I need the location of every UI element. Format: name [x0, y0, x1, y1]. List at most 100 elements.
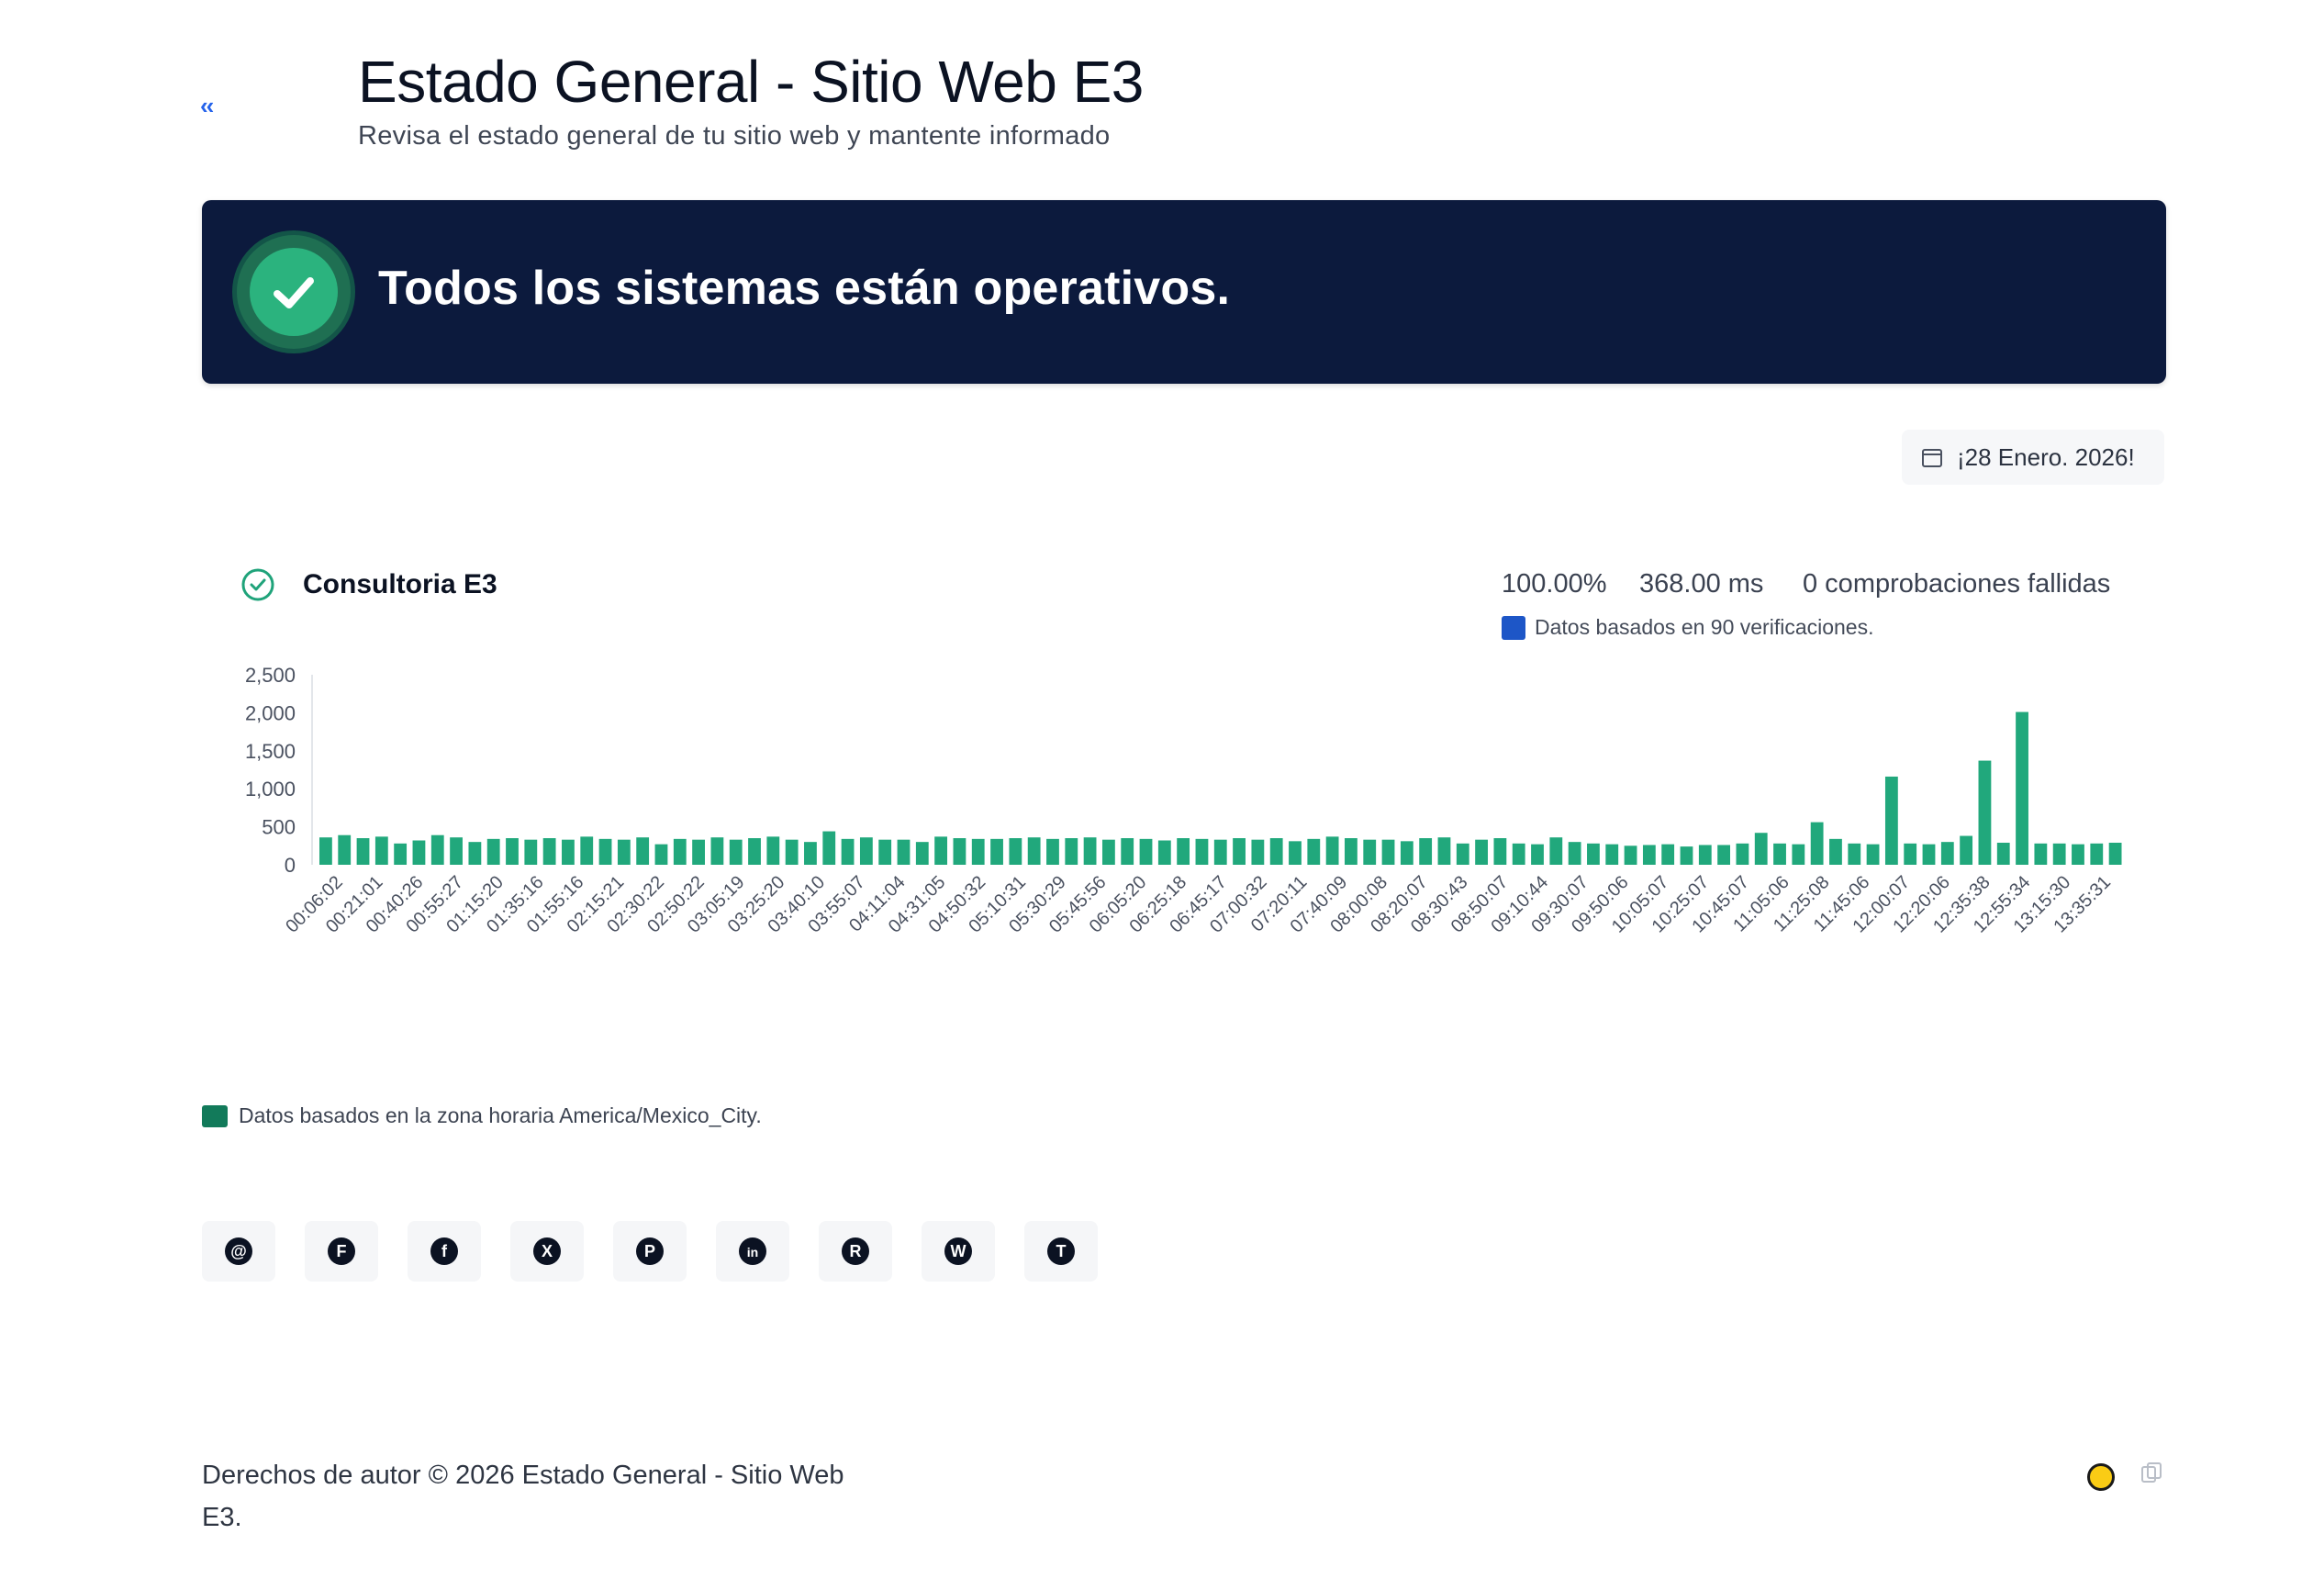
reddit-icon: R	[842, 1237, 869, 1265]
chart-bar	[1046, 838, 1059, 865]
chart-bar	[2034, 843, 2048, 865]
footer-copyright: Derechos de autor © 2026 Estado General …	[202, 1461, 844, 1532]
chart-bar	[1996, 842, 2010, 865]
facebook-icon: f	[430, 1237, 458, 1265]
chart-bar	[524, 839, 538, 865]
chart-bar	[1157, 840, 1171, 865]
chart-bar	[1325, 836, 1339, 865]
response-time-chart: 2,5002,0001,5001,000500000:06:0200:21:01…	[245, 664, 2122, 937]
chart-bar	[1475, 839, 1488, 865]
share-button[interactable]: F	[305, 1221, 378, 1282]
checks-note-text: Datos basados en 90 verificaciones.	[1535, 615, 1874, 639]
chart-bar	[1792, 844, 1805, 865]
share-button[interactable]: R	[819, 1221, 892, 1282]
chart-bar	[598, 838, 612, 865]
threads-icon: @	[225, 1237, 252, 1265]
chart-bar	[2052, 843, 2066, 865]
y-tick-label: 2,000	[245, 701, 296, 724]
chart-bar	[1400, 841, 1413, 865]
chart-bar	[1493, 838, 1507, 865]
copy-icon[interactable]	[2139, 1460, 2166, 1487]
chart-bar	[1642, 845, 1656, 865]
uptime-value: 100.00%	[1502, 569, 1607, 599]
page-title: Estado General - Sitio Web E3	[358, 49, 1144, 115]
svg-text:W: W	[951, 1242, 966, 1260]
chart-bar	[319, 837, 332, 865]
svg-text:F: F	[337, 1242, 347, 1260]
back-link[interactable]: ‹‹	[200, 92, 214, 120]
chart-bar	[2016, 711, 2028, 865]
status-message: Todos los sistemas están operativos.	[378, 262, 1231, 315]
chart-bar	[766, 836, 780, 865]
share-button[interactable]: T	[1024, 1221, 1098, 1282]
checks-note: Datos basados en 90 verificaciones.	[1502, 615, 1874, 640]
chevron-left-icon: ‹‹	[200, 92, 214, 119]
linkedin-icon: in	[739, 1237, 766, 1265]
y-tick-label: 0	[285, 854, 296, 877]
chart-bar	[897, 839, 911, 865]
share-button[interactable]: @	[202, 1221, 275, 1282]
svg-text:f: f	[441, 1242, 448, 1260]
chart-bar	[1009, 838, 1022, 865]
chart-bar	[1754, 833, 1768, 865]
share-button[interactable]: P	[613, 1221, 687, 1282]
chart-bar	[450, 837, 463, 865]
chart-bar	[1884, 776, 1898, 865]
svg-text:X: X	[542, 1242, 553, 1260]
chart-bar	[636, 837, 650, 865]
svg-text:@: @	[230, 1242, 247, 1260]
y-tick-label: 2,500	[245, 664, 296, 687]
svg-text:T: T	[1056, 1242, 1067, 1260]
svg-text:in: in	[747, 1245, 758, 1260]
telegram-icon: T	[1047, 1237, 1075, 1265]
chart-bar	[710, 837, 724, 865]
chart-bar	[1922, 844, 1936, 865]
chart-bar	[2108, 842, 2122, 865]
chart-bar	[1698, 845, 1712, 865]
share-button[interactable]: W	[922, 1221, 995, 1282]
share-button[interactable]: in	[716, 1221, 789, 1282]
chart-bar	[1810, 822, 1824, 865]
y-tick-label: 500	[262, 816, 296, 839]
failed-checks: 0 comprobaciones fallidas	[1803, 569, 2111, 599]
chart-bar	[1065, 838, 1078, 865]
chart-bar	[692, 839, 705, 865]
chart-bar	[822, 831, 836, 865]
chart-bar	[1195, 838, 1209, 865]
chart-bar	[1940, 842, 1954, 865]
chart-bar	[1661, 844, 1675, 865]
whatsapp-icon: W	[944, 1237, 972, 1265]
chart-bar	[729, 839, 743, 865]
chart-bar	[1307, 838, 1321, 865]
chart-bar	[1177, 838, 1190, 865]
chart-bar	[1904, 843, 1917, 865]
chart-bar	[1251, 839, 1265, 865]
chart-bar	[1213, 839, 1227, 865]
chart-bar	[1345, 838, 1358, 865]
timezone-note: Datos basados en la zona horaria America…	[202, 1103, 762, 1128]
share-button[interactable]: f	[408, 1221, 481, 1282]
chart-bar	[859, 837, 873, 865]
latency-value: 368.00 ms	[1639, 569, 1764, 599]
date-picker[interactable]: ¡28 Enero. 2026!	[1902, 430, 2164, 485]
chart-bar	[1512, 843, 1525, 865]
chart-bar	[542, 838, 556, 865]
chart-bar	[1531, 844, 1544, 865]
chart-bar	[356, 838, 370, 865]
chart-bar	[1587, 843, 1600, 865]
chart-bar	[915, 842, 929, 865]
chart-bar	[1773, 843, 1786, 865]
chart-bar	[617, 839, 631, 865]
chart-bar	[971, 838, 985, 865]
share-button[interactable]: X	[510, 1221, 584, 1282]
monitor-name[interactable]: Consultoria E3	[303, 569, 497, 599]
chart-bar	[1829, 838, 1842, 865]
status-indicator[interactable]	[2087, 1463, 2115, 1491]
date-value: ¡28 Enero. 2026!	[1957, 442, 2135, 471]
page-subtitle: Revisa el estado general de tu sitio web…	[358, 121, 1111, 151]
chart-bar	[374, 836, 388, 865]
chart-bar	[430, 834, 444, 865]
chart-bar	[804, 842, 817, 865]
chart-bar	[1101, 839, 1115, 865]
